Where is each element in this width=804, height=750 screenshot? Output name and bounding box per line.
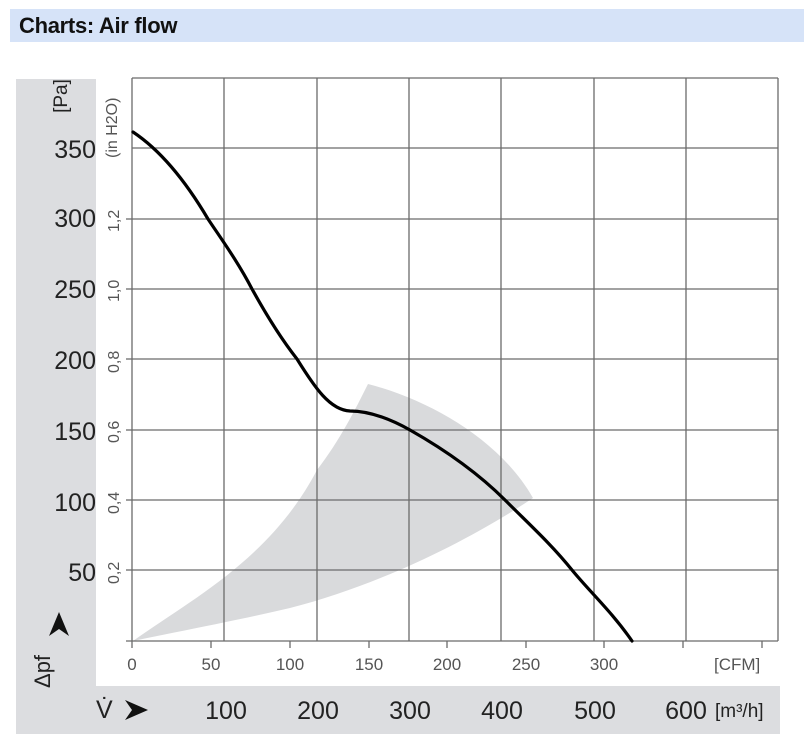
x-axis-unit-cfm: [CFM]: [714, 655, 761, 674]
x-tick-cfm: 300: [589, 655, 619, 674]
y-tick-pa: 350: [54, 136, 96, 164]
y-tick-inh2o: 1,0: [106, 279, 123, 302]
y-tick-pa: 100: [54, 489, 96, 517]
y-tick-pa: 250: [54, 276, 96, 304]
y-axis-name: Δpf: [30, 654, 55, 688]
y-axis-unit-inh2o: (in H2O): [104, 97, 121, 158]
plot-background: [96, 79, 780, 686]
section-title-bar: Charts: Air flow: [10, 9, 804, 42]
y-tick-pa: 200: [54, 347, 96, 375]
y-tick-inh2o: 0,4: [106, 491, 123, 514]
x-tick-cfm: 200: [432, 655, 462, 674]
x-axis-unit-m3h: [m³/h]: [715, 701, 764, 722]
x-tick-m3h: 500: [574, 697, 616, 725]
section-title: Charts: Air flow: [19, 13, 178, 38]
x-tick-m3h: 300: [389, 697, 431, 725]
x-axis-arrow-icon: [125, 700, 148, 720]
x-tick-cfm: 100: [275, 655, 305, 674]
x-tick-cfm: 150: [354, 655, 384, 674]
y-axis-unit-pa: [Pa]: [51, 79, 72, 113]
x-tick-cfm: 250: [511, 655, 541, 674]
y-tick-inh2o: 0,8: [106, 350, 123, 373]
x-tick-m3h: 400: [481, 697, 523, 725]
y-tick-pa: 150: [54, 418, 96, 446]
y-tick-inh2o: 0,2: [106, 561, 123, 584]
y-tick-pa: 300: [54, 205, 96, 233]
grid-lines: [126, 77, 779, 648]
y-axis-arrow-icon: [49, 612, 69, 636]
x-tick-cfm: 50: [201, 655, 221, 674]
x-tick-m3h: 200: [297, 697, 339, 725]
x-tick-m3h: 600: [665, 697, 707, 725]
y-tick-inh2o: 1,2: [106, 209, 123, 232]
x-axis-name: V̇: [96, 696, 113, 724]
air-flow-curve: [131, 130, 634, 643]
x-tick-cfm: 0: [127, 655, 137, 674]
y-tick-pa: 50: [68, 559, 96, 587]
operating-region: [133, 384, 533, 641]
y-tick-inh2o: 0,6: [106, 420, 123, 443]
x-tick-m3h: 100: [205, 697, 247, 725]
